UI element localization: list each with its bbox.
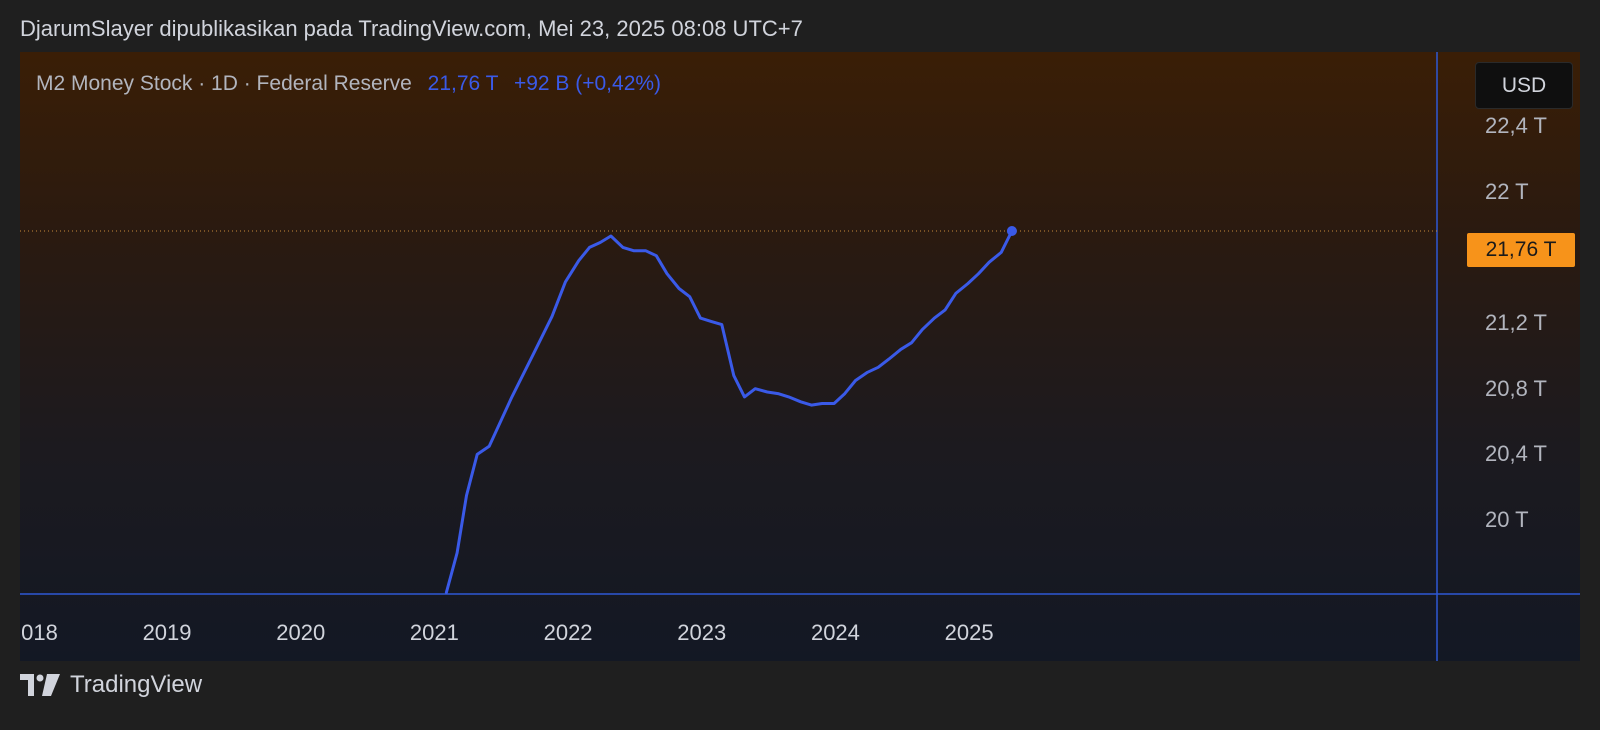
y-tick-label: 20,8 T [1485, 375, 1547, 401]
x-tick-label: 2020 [276, 620, 326, 645]
currency-unit-button[interactable]: USD [1475, 62, 1573, 109]
series-line-0 [444, 229, 1014, 594]
footer-brand[interactable]: TradingView [20, 668, 202, 702]
legend-symbol: M2 Money Stock · 1D · Federal Reserve [36, 72, 412, 95]
chart-legend: M2 Money Stock · 1D · Federal Reserve 21… [36, 72, 661, 96]
last-price-tag: 21,76 T [1467, 233, 1575, 267]
x-tick-label: 2024 [810, 620, 860, 645]
x-tick-label: 2021 [409, 620, 459, 645]
x-tick-label: 2023 [677, 620, 727, 645]
y-tick-label: 20 T [1485, 507, 1529, 533]
x-tick-label: 2019 [142, 620, 192, 645]
y-tick-label: 21,2 T [1485, 310, 1547, 335]
last-point-marker [1006, 226, 1017, 237]
y-tick-label: 22 T [1485, 178, 1529, 204]
y-tick-label: 22,4 T [1485, 112, 1547, 138]
x-tick-label: 2018 [20, 620, 58, 645]
legend-change: +92 B (+0,42%) [513, 72, 662, 95]
chart-panel[interactable]: M2 Money Stock · 1D · Federal Reserve 21… [20, 52, 1580, 661]
tradingview-logo-icon [20, 674, 60, 696]
x-tick-label: 2025 [944, 620, 994, 645]
chart-plot[interactable] [20, 52, 1580, 661]
x-tick-label: 2022 [543, 620, 593, 645]
y-tick-label: 20,4 T [1485, 441, 1547, 467]
brand-name: TradingView [70, 671, 203, 698]
legend-value: 21,76 T [427, 72, 499, 95]
publication-header: DjarumSlayer dipublikasikan pada Trading… [20, 16, 803, 41]
